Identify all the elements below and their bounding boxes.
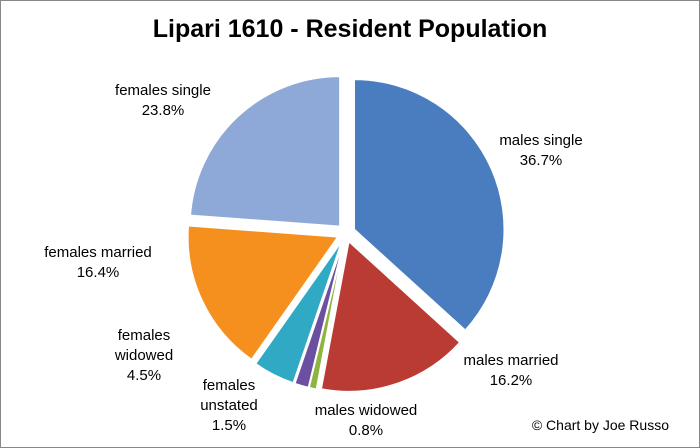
pie-slice [189, 75, 341, 228]
slice-label: males single 36.7% [481, 131, 601, 171]
slice-label: males married 16.2% [451, 351, 571, 391]
category-label: females unstated [200, 377, 258, 414]
annotation: © Chart by Joe Russo [531, 417, 669, 433]
pie-slice [254, 240, 343, 384]
value-label: 23.8% [141, 102, 185, 119]
category-label: females widowed [114, 327, 174, 364]
pie-slice [293, 241, 345, 389]
pie-slice [187, 224, 340, 361]
slice-label: males widowed 0.8% [301, 401, 431, 441]
category-label: females married [44, 244, 152, 261]
value-label: 16.4% [76, 264, 120, 281]
chart-title: Lipari 1610 - Resident Population [152, 15, 548, 43]
value-label: 0.8% [348, 422, 384, 439]
pie-slice [353, 78, 505, 332]
slice-label: females unstated 1.5% [189, 376, 269, 436]
value-label: 36.7% [519, 152, 563, 169]
slice-label: females widowed 4.5% [104, 326, 184, 386]
category-label: females single [115, 82, 211, 99]
value-label: 16.2% [489, 372, 533, 389]
slice-label: females married 16.4% [28, 243, 168, 283]
category-label: males married [463, 352, 559, 369]
pie-slice [320, 240, 461, 393]
value-label: 4.5% [126, 367, 162, 384]
category-label: males widowed [314, 402, 418, 419]
slice-label: females single 23.8% [93, 81, 233, 121]
category-label: males single [499, 132, 583, 149]
value-label: 1.5% [211, 417, 247, 434]
